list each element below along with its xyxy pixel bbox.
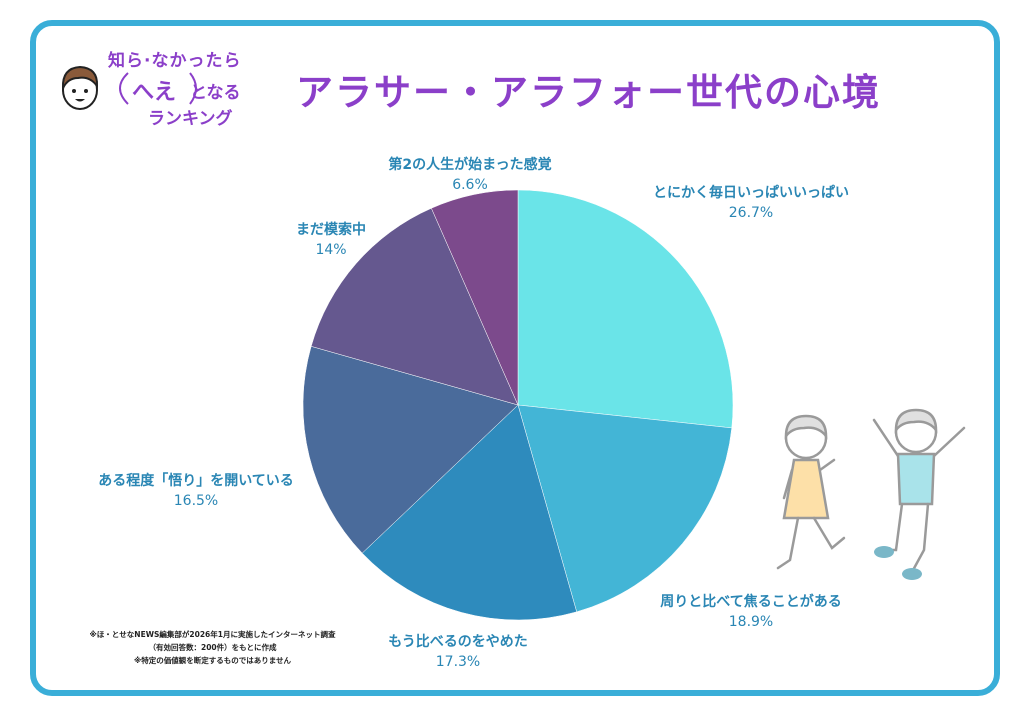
kids-illustration-icon: [776, 408, 966, 580]
pie-slice-3: [361, 404, 577, 621]
slice-label-5: まだ模索中: [296, 221, 366, 238]
slice-label-4: ある程度「悟り」を開いている: [98, 472, 294, 489]
logo-line-2: へえ: [132, 80, 177, 105]
pie-slice-6: [431, 189, 519, 406]
footnote-line-2: （有効回答数：200件）をもとに作成: [148, 643, 277, 652]
page-title: アラサー・アラフォー世代の心境: [296, 71, 881, 114]
footnote: ※ほ・とせなNEWS編集部が2026年1月に実施したインターネット調査 （有効回…: [40, 628, 385, 667]
slice-value-1: 26.7%: [729, 205, 773, 221]
slice-label-1: とにかく毎日いっぱいいっぱい: [653, 184, 849, 201]
slice-value-3: 17.3%: [436, 654, 480, 670]
slice-label-3: もう比べるのをやめた: [388, 633, 528, 650]
logo: 知ら·なかったら へえ となる ランキング: [106, 46, 296, 132]
slice-value-6: 6.6%: [452, 177, 488, 193]
pie-slice-2: [517, 404, 733, 613]
slice-value-2: 18.9%: [729, 614, 773, 630]
pie-slice-4: [302, 346, 519, 554]
slice-value-4: 16.5%: [174, 493, 218, 509]
logo-line-1: 知ら·なかったら: [108, 51, 242, 71]
slice-value-5: 14%: [315, 242, 346, 258]
slice-label-2: 周りと比べて焦ることがある: [660, 593, 841, 610]
logo-line-3: ランキング: [148, 109, 233, 129]
logo-line-2b: となる: [190, 83, 241, 103]
pie-slice-1: [517, 189, 734, 429]
footnote-line-3: ※特定の価値観を断定するものではありません: [133, 656, 292, 665]
footnote-line-1: ※ほ・とせなNEWS編集部が2026年1月に実施したインターネット調査: [89, 630, 336, 639]
logo-bracket-icon: [119, 72, 197, 105]
boy-face-icon: [61, 65, 99, 110]
pie-slice-5: [310, 207, 519, 406]
slice-label-6: 第2の人生が始まった感覚: [388, 156, 551, 173]
